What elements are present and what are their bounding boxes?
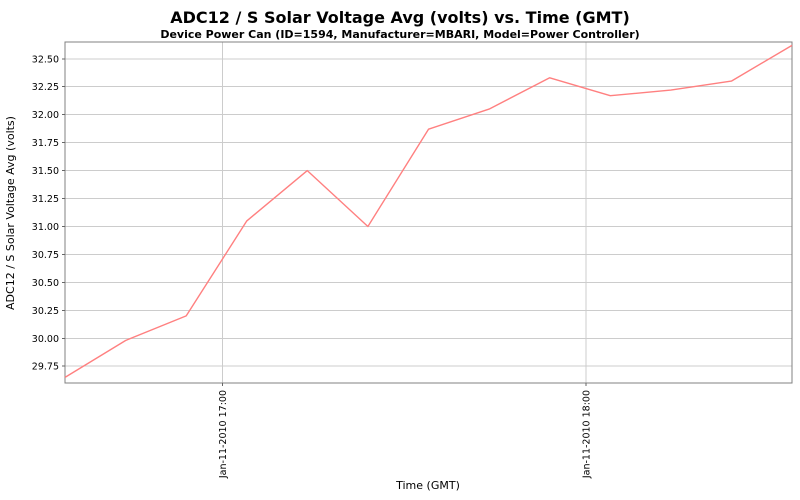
x-axis-label: Time (GMT) (395, 479, 460, 492)
plot-area-border (64, 41, 793, 384)
chart-title: ADC12 / S Solar Voltage Avg (volts) vs. … (170, 8, 630, 27)
y-tick-label: 31.50 (32, 166, 59, 177)
y-tick-label: 32.50 (32, 54, 59, 65)
x-tick-label: Jan-11-2010 18:00 (582, 390, 593, 479)
y-tick-label: 29.75 (32, 362, 59, 373)
axis-ticks (62, 58, 587, 386)
x-tick-label: Jan-11-2010 17:00 (218, 390, 229, 479)
y-tick-label: 30.75 (32, 250, 59, 261)
gridlines (65, 42, 792, 383)
y-tick-label: 30.00 (32, 334, 59, 345)
axis-tick-labels: 29.75 30.00 30.25 30.50 30.75 31.00 31.25 31.50… (32, 54, 593, 479)
y-tick-label: 31.25 (32, 194, 59, 205)
y-tick-label: 30.25 (32, 306, 59, 317)
y-tick-label: 30.50 (32, 278, 59, 289)
series-line-solar-voltage (64, 44, 793, 378)
y-axis-label: ADC12 / S Solar Voltage Avg (volts) (4, 116, 17, 310)
y-tick-label: 32.25 (32, 82, 59, 93)
y-tick-label: 31.00 (32, 222, 59, 233)
chart-subtitle: Device Power Can (ID=1594, Manufacturer=… (160, 28, 639, 41)
y-tick-label: 32.00 (32, 110, 59, 121)
y-tick-label: 31.75 (32, 138, 59, 149)
